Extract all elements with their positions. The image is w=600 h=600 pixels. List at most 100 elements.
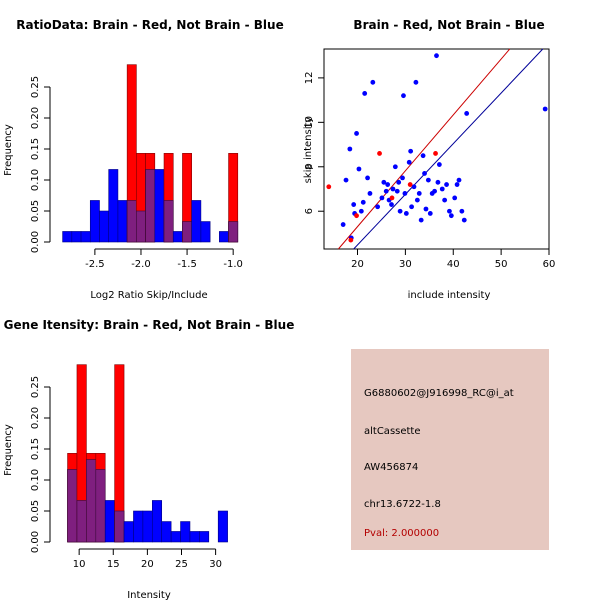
notbrain-point (379, 195, 385, 201)
intensity-scatter-x-tick-label: 60 (543, 259, 556, 270)
gene-intensity-x-tick-label: 25 (175, 559, 188, 570)
ratio-histogram-y-tick-label: 0.25 (30, 76, 41, 98)
ratio-histogram-bar-notbrain (154, 169, 165, 243)
brain-point (348, 237, 354, 243)
gene-intensity-y-tick-label: 0.20 (30, 407, 41, 429)
gene-intensity-y-tick-label: 0.10 (30, 469, 41, 491)
notbrain-point (435, 179, 441, 185)
notbrain-point (375, 204, 381, 210)
brain-point (389, 195, 395, 201)
notbrain-point (347, 146, 353, 152)
notbrain-point (385, 182, 391, 187)
gene-intensity-bar-notbrain (104, 500, 115, 543)
intensity-scatter-y-tick-label: 6 (304, 208, 315, 214)
ratio-histogram-x-tick-label: -2.0 (131, 259, 151, 270)
notbrain-point (452, 195, 458, 201)
gene-intensity-bar-notbrain (151, 500, 163, 543)
ratio-histogram-y-tick-label: 0.10 (30, 169, 41, 191)
intensity-scatter-ylabel: skip intensity (303, 117, 314, 184)
notbrain-point (542, 106, 548, 112)
notbrain-point (370, 79, 376, 85)
notbrain-point (464, 111, 470, 116)
ratio-histogram-x-tick-label: -1.5 (177, 259, 197, 270)
ratio-histogram-bar-overlap (182, 221, 192, 243)
ratio-histogram-bar-notbrain (71, 231, 82, 243)
notbrain-point (397, 208, 403, 214)
ratio-histogram-bar-notbrain (191, 200, 202, 243)
gene-intensity-bar-overlap (86, 459, 97, 543)
notbrain-point (400, 175, 405, 181)
gene-intensity-bar-notbrain (217, 510, 228, 543)
intensity-scatter-title: Brain - Red, Not Brain - Blue (353, 18, 544, 32)
intensity-scatter-plot-box (323, 48, 550, 250)
notbrain-point (406, 159, 412, 165)
ratio-histogram-bar-notbrain (117, 200, 128, 243)
ratio-histogram-bar-overlap (163, 200, 174, 243)
gene-intensity-x-tick-label: 30 (209, 559, 222, 570)
ratio-histogram-title: RatioData: Brain - Red, Not Brain - Blue (16, 18, 283, 32)
ratio-histogram-x-tick-label: -1.0 (223, 259, 243, 270)
gene-intensity-y-tick-label: 0.00 (30, 531, 41, 553)
notbrain-fit-line (353, 48, 544, 250)
gene-intensity-bar-notbrain (133, 510, 144, 543)
info-event-type: altCassette (364, 426, 421, 437)
intensity-scatter-x-tick-label: 40 (447, 259, 460, 270)
notbrain-point (425, 177, 431, 183)
gene-intensity-y-tick-label: 0.15 (30, 438, 41, 460)
notbrain-point (354, 131, 359, 136)
info-accession: AW456874 (364, 462, 418, 473)
notbrain-point (403, 211, 409, 216)
gene-intensity-panel: Gene Itensity: Brain - Red, Not Brain - … (3, 318, 294, 600)
gene-intensity-bar-overlap (76, 500, 87, 543)
notbrain-point (396, 179, 402, 185)
intensity-scatter-panel: Brain - Red, Not Brain - Blue include in… (303, 18, 555, 301)
notbrain-point (409, 204, 415, 210)
intensity-scatter-y-tick-label: 12 (304, 72, 315, 85)
gene-intensity-ylabel: Frequency (3, 424, 14, 476)
notbrain-point (422, 171, 427, 176)
brain-point (326, 184, 332, 190)
gene-intensity-axes: 10 15 20 25 30 0.00 0.05 0.10 0.15 0.20 0.25 (30, 376, 222, 570)
intensity-scatter-xlabel: include intensity (408, 290, 491, 301)
notbrain-point (442, 197, 448, 203)
gene-intensity-bar-notbrain (180, 521, 191, 543)
notbrain-point (389, 202, 394, 207)
info-probe-id: G6880602@J916998_RC@i_at (364, 388, 514, 399)
gene-intensity-bar-notbrain (123, 521, 134, 543)
notbrain-point (383, 188, 389, 194)
notbrain-point (365, 175, 370, 181)
notbrain-point (360, 199, 366, 205)
notbrain-point (362, 91, 368, 96)
notbrain-point (401, 93, 406, 99)
info-location: chr13.6722-1.8 (364, 499, 441, 510)
ratio-histogram-ylabel: Frequency (3, 124, 14, 176)
intensity-scatter-x-tick-label: 50 (495, 259, 508, 270)
intensity-scatter-fit-lines (337, 48, 544, 250)
ratio-histogram-bar-overlap (145, 169, 156, 243)
ratio-histogram-axes: -2.5 -2.0 -1.5 -1.0 0.00 0.05 0.10 0.15 0.20 0.25 (30, 76, 243, 270)
notbrain-point (408, 148, 414, 154)
notbrain-point (456, 177, 462, 183)
brain-point (407, 182, 413, 187)
ratio-histogram-bar-overlap (228, 221, 239, 243)
ratio-histogram-bar-notbrain (89, 200, 100, 243)
notbrain-point (436, 162, 442, 167)
ratio-histogram-bar-notbrain (108, 169, 119, 243)
ratio-histogram-y-tick-label: 0.20 (30, 107, 41, 129)
info-pval: Pval: 2.000000 (364, 528, 439, 539)
notbrain-point (459, 208, 465, 214)
notbrain-point (439, 186, 445, 192)
ratio-histogram-y-tick-label: 0.05 (30, 200, 41, 222)
ratio-histogram-bar-overlap (126, 200, 137, 243)
notbrain-point (351, 202, 357, 207)
gene-intensity-y-tick-label: 0.05 (30, 500, 41, 522)
brain-point (377, 151, 382, 156)
notbrain-point (356, 166, 362, 172)
gene-intensity-bars (67, 364, 228, 543)
gene-intensity-bar-notbrain (161, 521, 172, 543)
notbrain-point (432, 188, 437, 194)
gene-intensity-title: Gene Itensity: Brain - Red, Not Brain - … (4, 318, 295, 332)
gene-intensity-bar-overlap (67, 469, 78, 543)
notbrain-point (411, 184, 417, 190)
notbrain-point (402, 191, 408, 196)
